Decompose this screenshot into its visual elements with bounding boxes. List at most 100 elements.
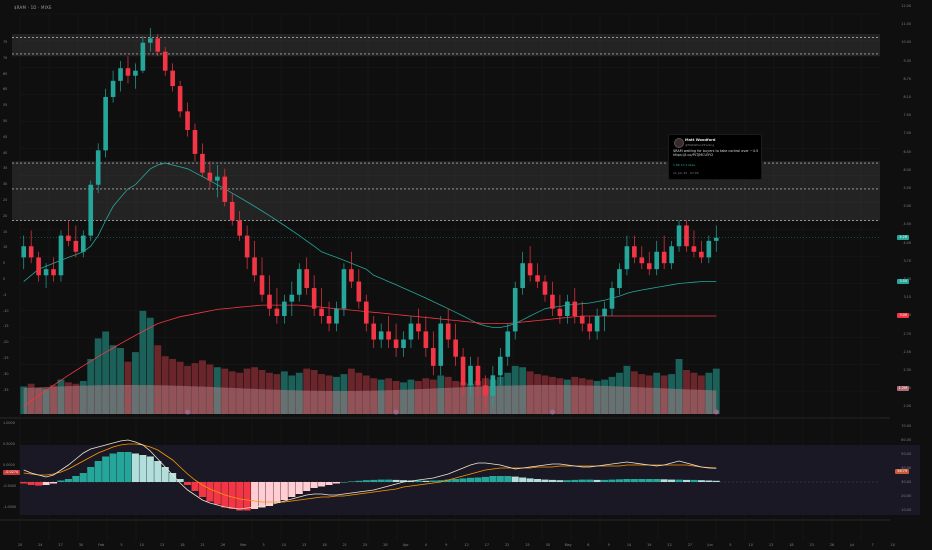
- volume-bar: [437, 375, 445, 414]
- volume-bar: [504, 372, 512, 414]
- price-axis-label: 3.15: [903, 295, 911, 300]
- volume-bar: [429, 379, 437, 414]
- volume-bar: [280, 371, 288, 414]
- volume-bar: [50, 385, 57, 414]
- tweet-overlay[interactable]: Matt Woodford @MattWoodTrading $RAM wait…: [668, 134, 762, 180]
- date-axis-label: 13: [302, 543, 307, 547]
- osc-bar: [35, 482, 43, 486]
- price-axis-label: 10.00: [901, 40, 911, 45]
- date-axis-label: Jun: [707, 543, 713, 547]
- candle: [36, 257, 41, 276]
- candle: [244, 235, 250, 258]
- tweet-author: Matt Woodford: [685, 138, 716, 142]
- tweet-text[interactable]: $RAM waiting for buyers to take control …: [673, 149, 759, 158]
- volume-bar: [370, 378, 378, 414]
- osc-bar: [176, 479, 184, 482]
- volume-bar: [534, 374, 541, 414]
- osc-bar: [325, 482, 333, 485]
- date-axis-label: 17: [484, 543, 490, 547]
- date-axis-label: 10: [139, 543, 144, 547]
- candle: [88, 184, 94, 236]
- symbol-title[interactable]: $RAM · 1D · MIXE: [14, 5, 52, 10]
- volume-bar: [318, 374, 326, 414]
- osc-signal-line: [23, 443, 717, 503]
- date-axis-label: 14: [626, 543, 632, 547]
- date-axis-label: 26: [220, 543, 226, 547]
- volume-bar: [444, 376, 452, 414]
- candle: [498, 356, 503, 376]
- volume-bar: [377, 379, 385, 414]
- last-price-tag: 4.26: [897, 234, 909, 240]
- candle: [155, 38, 161, 52]
- volume-bar: [407, 379, 415, 414]
- osc-bar: [481, 476, 489, 482]
- volume-bar: [474, 381, 482, 414]
- candle: [28, 246, 34, 258]
- candle: [296, 269, 302, 295]
- volume-bar: [392, 381, 400, 414]
- osc-bar: [64, 479, 72, 482]
- volume-bar: [87, 359, 95, 414]
- candle: [259, 275, 265, 295]
- osc-bar: [102, 456, 110, 482]
- candle: [684, 225, 689, 247]
- volume-bar: [57, 379, 65, 414]
- volume-bar: [154, 345, 162, 414]
- osc-bar: [429, 480, 437, 482]
- volume-bar: [452, 381, 460, 414]
- volume-bar: [593, 381, 601, 414]
- volume-bar: [117, 348, 124, 414]
- osc-bar: [712, 480, 720, 482]
- price-axis-label: 2.00: [903, 404, 911, 409]
- price-axis-label: 7.00: [903, 131, 911, 136]
- ema-line: [23, 162, 717, 328]
- candle: [311, 288, 317, 309]
- left-axis-label: 10: [3, 245, 8, 250]
- osc-bar: [526, 478, 534, 482]
- price-axis-label: 9.35: [903, 58, 911, 63]
- volume-average: [23, 385, 717, 414]
- osc-bar: [154, 461, 162, 482]
- vol-event-marker: [185, 409, 191, 415]
- left-axis-label: -35: [3, 387, 9, 392]
- candle: [512, 288, 518, 332]
- candle: [713, 237, 719, 241]
- date-axis-label: 18: [789, 543, 794, 547]
- osc-main-line: [23, 439, 717, 510]
- osc-bar: [489, 476, 497, 482]
- volume-bar: [333, 376, 340, 414]
- osc-axis-label: 40.00: [901, 466, 911, 470]
- volume-bar: [184, 365, 191, 414]
- left-axis-label: 65: [3, 71, 8, 76]
- date-axis-label: 18: [322, 543, 327, 547]
- volume-bar: [258, 370, 266, 414]
- osc-bar: [161, 467, 169, 482]
- volume-bar: [630, 371, 638, 414]
- price-axis-label: 2.50: [903, 349, 911, 354]
- candle: [445, 323, 451, 340]
- candle: [170, 70, 175, 87]
- volume-bar: [27, 383, 35, 414]
- left-axis-label: 35: [3, 166, 8, 171]
- osc-bar: [563, 480, 571, 482]
- candle: [21, 246, 27, 258]
- volume-bar: [325, 375, 333, 414]
- date-axis-label: 18: [180, 543, 185, 547]
- candle: [66, 235, 71, 241]
- price-axis-label: 5.00: [903, 204, 911, 209]
- osc-bar: [370, 479, 378, 482]
- left-axis-label: -15: [3, 324, 9, 329]
- candle: [579, 316, 585, 324]
- vol-event-marker: [549, 409, 555, 415]
- tweet-date: 11 Jun 25 · 07:05: [673, 171, 699, 175]
- date-axis-label: 22: [505, 543, 510, 547]
- osc-bar: [519, 477, 527, 482]
- volume-bar: [608, 376, 616, 414]
- candle: [646, 263, 652, 270]
- osc-axis-label: 30.00: [901, 480, 911, 484]
- candle: [639, 257, 645, 264]
- osc-axis-label: 50.00: [901, 452, 911, 456]
- osc-bar: [117, 452, 125, 482]
